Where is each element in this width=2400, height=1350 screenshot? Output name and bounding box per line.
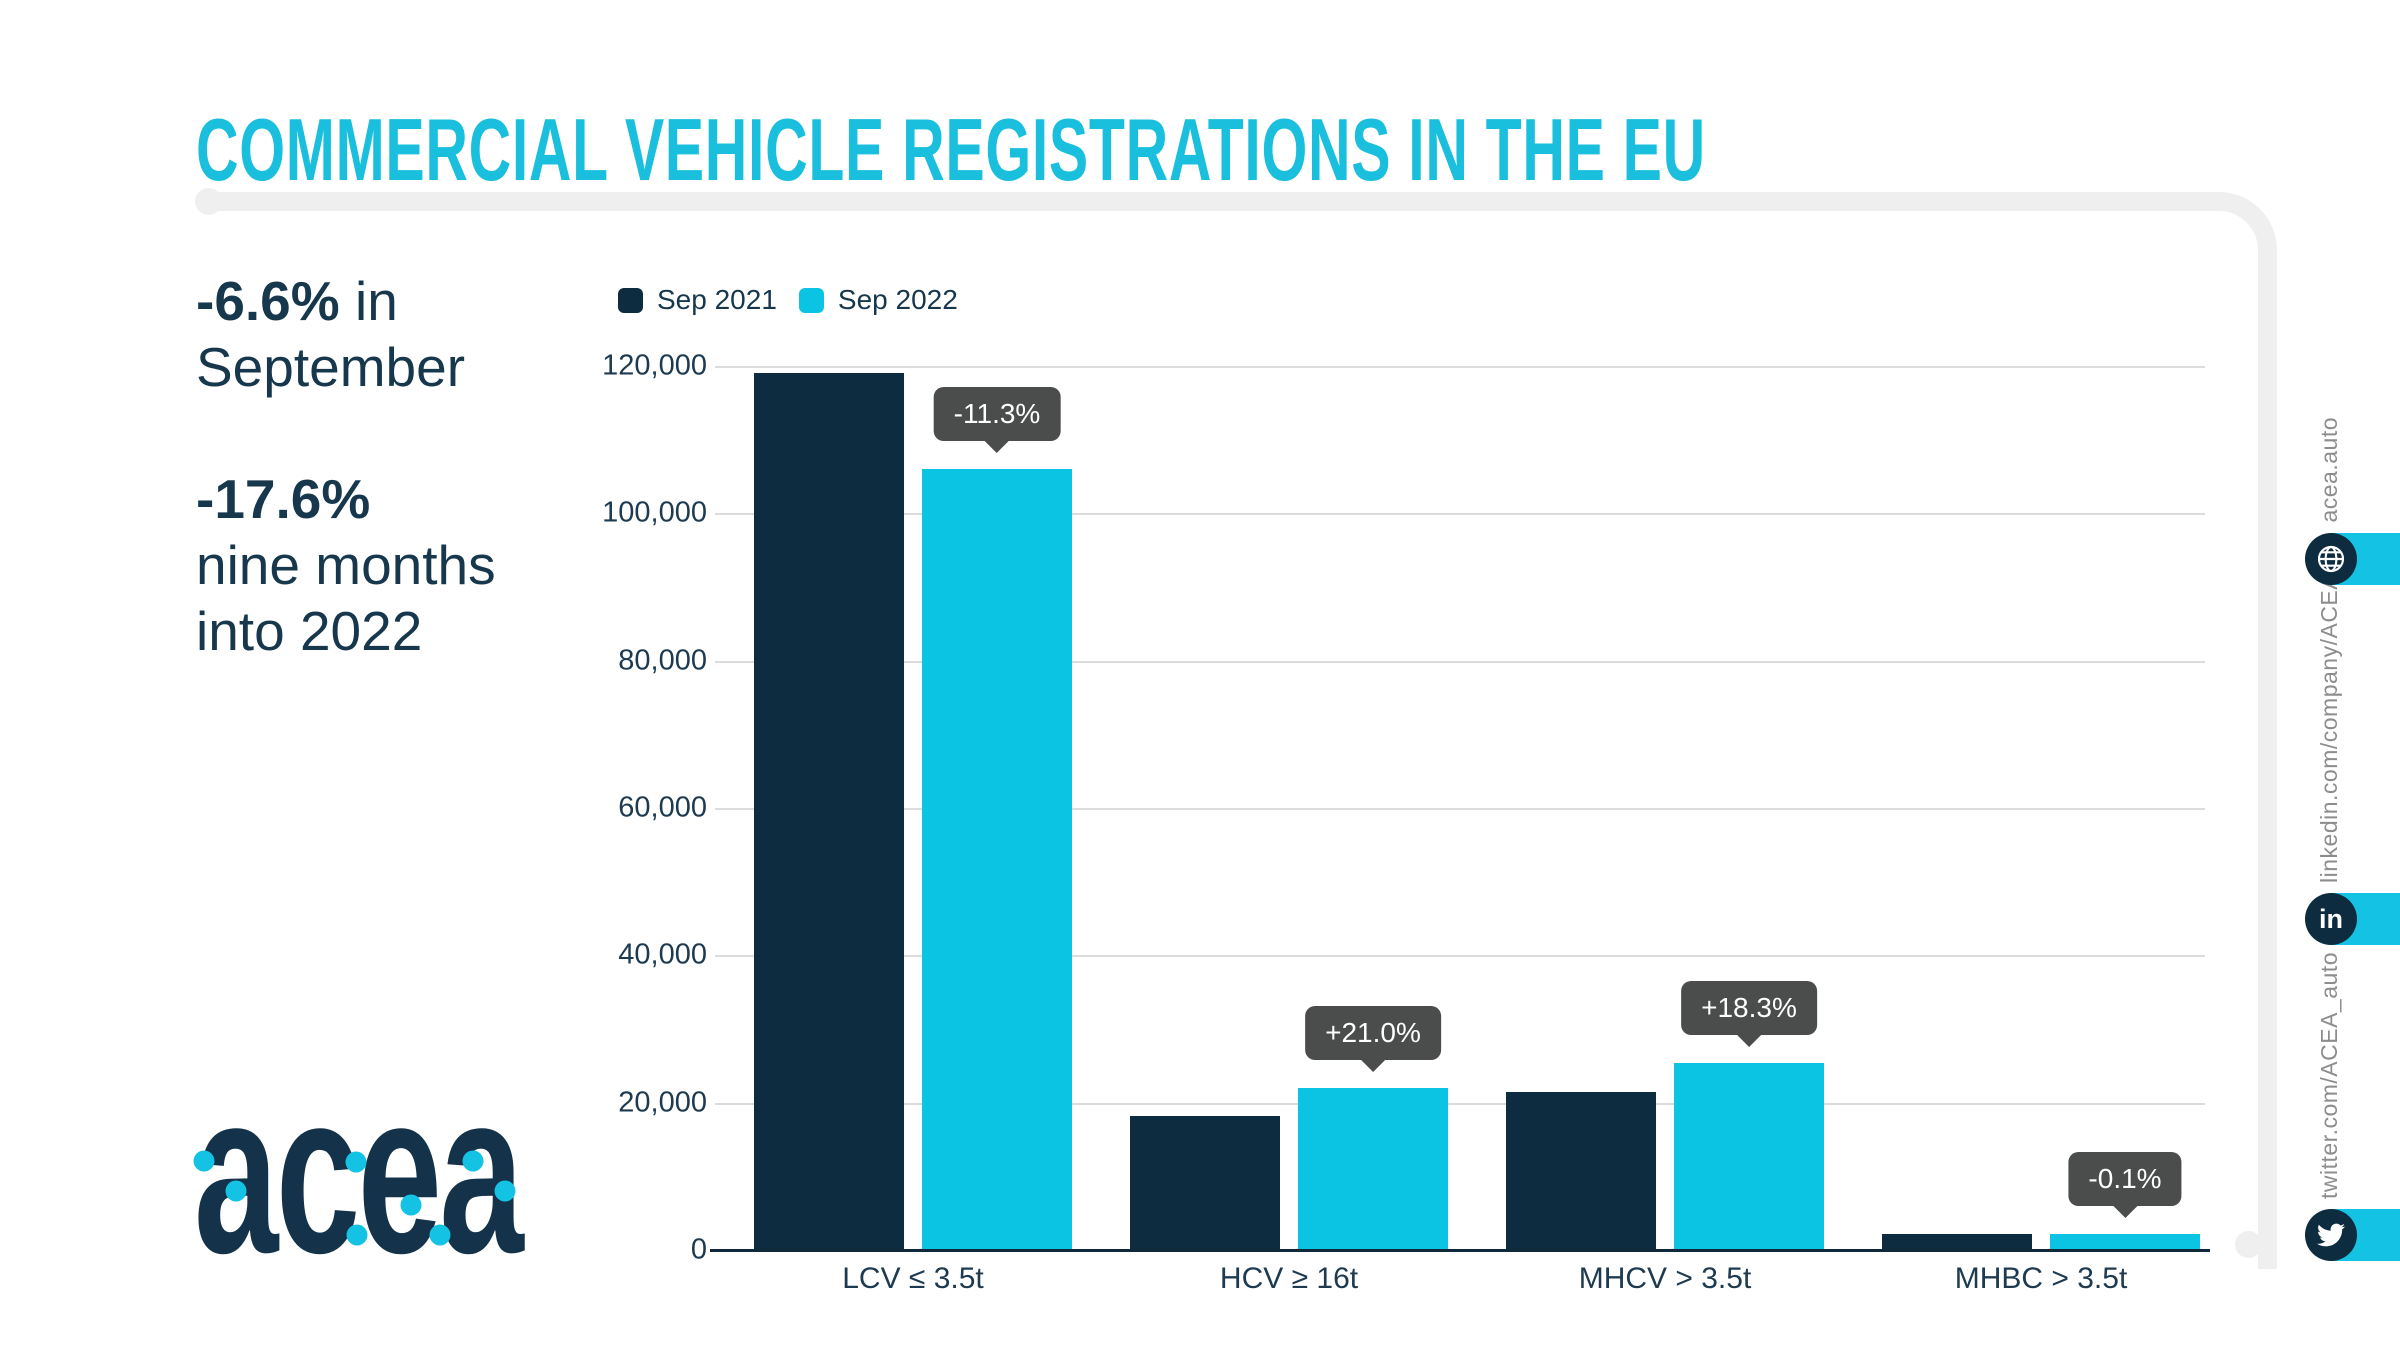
linkedin-icon[interactable]: in <box>2305 893 2357 945</box>
legend-swatch-sep-2022 <box>798 287 824 313</box>
gridline-80000 <box>715 660 2205 663</box>
gridline-60000 <box>715 808 2205 810</box>
stat-september-suffix: in <box>339 270 398 332</box>
globe-icon[interactable] <box>2305 533 2357 585</box>
y-tick-40000: 40,000 <box>618 938 707 971</box>
change-callout-2: +21.0% <box>1305 1005 1441 1060</box>
key-stats: -6.6% in September -17.6% nine months in… <box>196 268 496 664</box>
gridline-20000 <box>715 1102 2205 1105</box>
stat-september-value: -6.6% <box>196 270 340 332</box>
stat-ytd-label-line1: nine months <box>196 534 496 596</box>
y-tick-20000: 20,000 <box>618 1086 707 1119</box>
gridline-120000 <box>715 366 2205 368</box>
y-tick-80000: 80,000 <box>618 644 707 677</box>
x-category-4: MHBC > 3.5t <box>1954 1262 2128 1295</box>
legend-item-sep-2022: Sep 2022 <box>798 284 958 316</box>
website-url[interactable]: acea.auto <box>2316 417 2342 523</box>
bar-sep-2022-2 <box>1298 1087 1448 1250</box>
page-title: COMMERCIAL VEHICLE REGISTRATIONS IN THE … <box>196 100 1706 199</box>
stat-ytd-value: -17.6% <box>196 468 371 530</box>
stat-ytd-label-line2: into 2022 <box>196 600 423 662</box>
change-callout-1: -11.3% <box>933 387 1061 442</box>
legend-label-sep-2021: Sep 2021 <box>657 284 777 315</box>
bar-sep-2021-3 <box>1506 1091 1656 1250</box>
twitter-icon[interactable] <box>2305 1209 2357 1261</box>
y-tick-0: 0 <box>690 1233 707 1266</box>
frame-bottom-cap <box>2235 1231 2262 1258</box>
bar-sep-2022-1 <box>922 469 1072 1250</box>
stat-september-label: September <box>196 336 466 398</box>
bar-sep-2021-1 <box>754 373 904 1250</box>
bar-sep-2021-4 <box>1882 1233 2032 1250</box>
gridline-40000 <box>715 955 2205 958</box>
gridline-100000 <box>715 513 2205 516</box>
stat-september: -6.6% in September <box>196 268 496 400</box>
change-callout-3: +18.3% <box>1681 980 1817 1035</box>
y-tick-60000: 60,000 <box>618 791 707 824</box>
x-axis-line <box>710 1249 2210 1252</box>
legend-label-sep-2022: Sep 2022 <box>837 284 958 315</box>
frame-border <box>209 192 2277 1269</box>
frame-left-cap <box>195 188 222 215</box>
y-tick-120000: 120,000 <box>602 349 707 382</box>
legend-item-sep-2021: Sep 2021 <box>618 284 777 316</box>
twitter-url[interactable]: twitter.com/ACEA_auto <box>2316 952 2342 1199</box>
x-category-1: LCV ≤ 3.5t <box>842 1262 984 1295</box>
bar-sep-2022-4 <box>2050 1233 2200 1250</box>
y-tick-100000: 100,000 <box>602 496 707 529</box>
x-category-3: MHCV > 3.5t <box>1578 1262 1752 1295</box>
linkedin-glyph: in <box>2319 903 2343 934</box>
x-category-2: HCV ≥ 16t <box>1219 1262 1359 1295</box>
chart-legend: Sep 2021 Sep 2022 <box>618 284 958 316</box>
legend-swatch-sep-2021 <box>618 287 643 313</box>
bar-sep-2022-3 <box>1674 1062 1824 1250</box>
linkedin-url[interactable]: linkedin.com/company/ACEA/ <box>2316 567 2342 883</box>
change-callout-4: -0.1% <box>2068 1151 2182 1206</box>
stat-ytd: -17.6% nine months into 2022 <box>196 466 496 664</box>
bar-sep-2021-2 <box>1130 1115 1280 1250</box>
